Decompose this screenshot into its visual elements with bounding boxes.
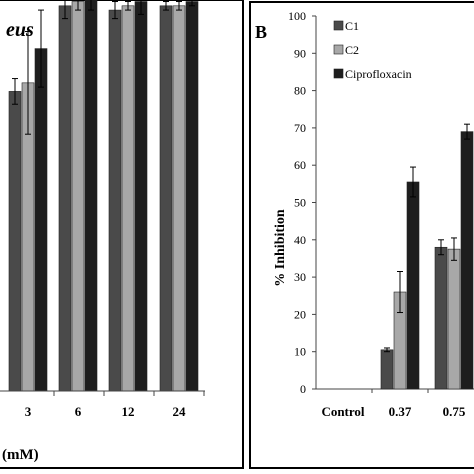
- panel-b-legend: C1 C2 Ciprofloxacin: [333, 19, 412, 81]
- panel-b-frame: [249, 1, 474, 469]
- panel-b-x-tick-label: Control: [321, 404, 364, 419]
- panel-b-y-tick-label: 30: [294, 270, 306, 284]
- panel-b-bar: [406, 181, 420, 390]
- panel-a-bar: [108, 9, 122, 392]
- panel-b: B % Inhibition 0 10 20 30 40 50 60 70 80 90 100 Con…: [249, 1, 474, 469]
- panel-b-y-axis-label: % Inhibition: [273, 209, 288, 287]
- panel-a-bar: [8, 91, 22, 392]
- panel-b-plot: 0 10 20 30 40 50 60 70 80 90 100 Control 0.37 0.75: [288, 9, 474, 419]
- panel-a-bar: [159, 5, 173, 392]
- panel-a-bar: [121, 5, 135, 392]
- panel-a-bar: [58, 5, 72, 392]
- panel-a-bar: [34, 48, 48, 392]
- panel-b-y-tick-label: 80: [294, 84, 306, 98]
- panel-a-bar: [71, 1, 85, 392]
- panel-a: eus 3 6 12 24 (mM): [0, 0, 244, 469]
- panel-a-x-axis-label: (mM): [2, 447, 39, 463]
- panel-b-bar: [434, 246, 448, 390]
- panel-a-bar: [134, 1, 148, 392]
- panel-b-x-tick-label: 0.75: [443, 404, 466, 419]
- panel-a-title: eus: [6, 19, 34, 41]
- panel-b-y-tick-label: 90: [294, 46, 306, 60]
- panel-b-y-tick-label: 40: [294, 233, 306, 247]
- panel-b-y-tick-label: 10: [294, 345, 306, 359]
- panel-b-x-tick-label: 0.37: [389, 404, 412, 419]
- panel-a-x-tick-label: 3: [25, 404, 32, 419]
- panel-b-bar: [447, 248, 461, 390]
- panel-a-frame: [0, 0, 244, 469]
- legend-swatch: [333, 44, 344, 55]
- panel-b-y-tick-label: 60: [294, 158, 306, 172]
- legend-label: Ciprofloxacin: [345, 67, 412, 81]
- panel-a-x-tick-label: 12: [122, 404, 135, 419]
- panel-b-y-tick-label: 100: [288, 9, 306, 23]
- panel-b-y-tick-label: 70: [294, 121, 306, 135]
- panel-b-bar: [460, 131, 474, 390]
- panel-a-bar: [185, 1, 199, 392]
- legend-swatch: [333, 68, 344, 79]
- panel-b-bar: [380, 349, 394, 390]
- panel-a-plot: 3 6 12 24: [8, 0, 205, 419]
- legend-label: C2: [345, 43, 359, 57]
- panel-a-bar: [172, 5, 186, 392]
- panel-b-y-tick-label: 50: [294, 196, 306, 210]
- panel-a-x-tick-label: 24: [173, 404, 187, 419]
- legend-label: C1: [345, 19, 359, 33]
- panel-b-y-tick-label: 20: [294, 307, 306, 321]
- panel-b-letter: B: [255, 22, 267, 42]
- panel-a-x-tick-label: 6: [75, 404, 82, 419]
- panel-a-bar: [84, 0, 98, 392]
- legend-swatch: [333, 20, 344, 31]
- panel-b-y-tick-label: 0: [300, 382, 306, 396]
